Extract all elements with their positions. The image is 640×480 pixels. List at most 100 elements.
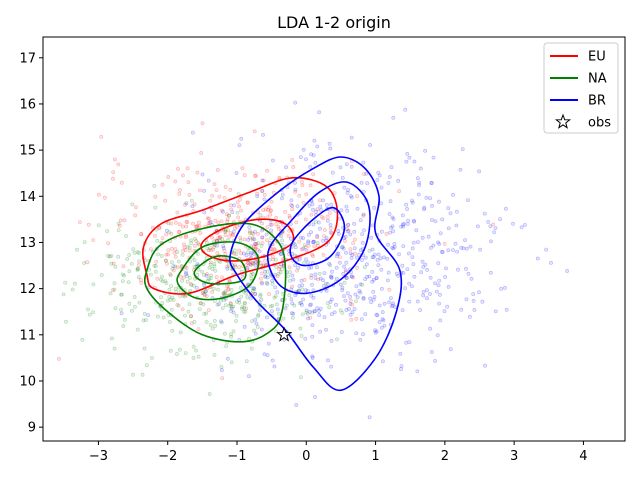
- scatter-point-na: [75, 247, 79, 252]
- scatter-point-na: [255, 325, 260, 329]
- scatter-point-br: [326, 358, 330, 363]
- scatter-point-eu: [321, 216, 326, 221]
- scatter-point-br: [270, 158, 275, 163]
- scatter-point-eu: [286, 233, 291, 238]
- scatter-point-br: [412, 159, 417, 164]
- scatter-point-na: [178, 330, 183, 335]
- scatter-point-br: [340, 245, 345, 250]
- scatter-point-br: [299, 235, 303, 240]
- scatter-point-br: [313, 160, 318, 165]
- scatter-point-na: [169, 307, 174, 312]
- scatter-point-na: [220, 306, 225, 311]
- scatter-point-br: [428, 275, 433, 280]
- scatter-point-na: [208, 246, 213, 251]
- scatter-point-br: [202, 210, 207, 215]
- scatter-point-br: [309, 293, 314, 298]
- scatter-point-na: [249, 346, 254, 351]
- scatter-point-na: [63, 280, 68, 285]
- scatter-point-na: [258, 213, 263, 218]
- scatter-point-br: [365, 274, 369, 279]
- scatter-point-br: [354, 331, 359, 336]
- scatter-point-br: [275, 290, 280, 295]
- scatter-point-br: [257, 308, 262, 313]
- scatter-point-eu: [204, 294, 209, 299]
- scatter-point-br: [283, 306, 288, 311]
- scatter-point-na: [124, 234, 128, 238]
- scatter-point-br: [386, 181, 391, 185]
- scatter-point-br: [349, 195, 354, 200]
- scatter-point-br: [400, 213, 405, 218]
- scatter-point-eu: [180, 307, 185, 312]
- scatter-point-br: [289, 297, 294, 302]
- scatter-point-br: [263, 274, 268, 279]
- scatter-point-br: [454, 209, 459, 214]
- scatter-point-na: [194, 348, 199, 353]
- scatter-point-eu: [268, 208, 273, 213]
- scatter-point-eu: [198, 231, 203, 236]
- scatter-point-br: [341, 246, 346, 251]
- scatter-point-br: [171, 264, 176, 269]
- scatter-point-br: [486, 220, 491, 224]
- scatter-point-eu: [208, 260, 213, 265]
- scatter-point-eu: [134, 205, 138, 210]
- scatter-point-na: [182, 313, 187, 318]
- scatter-point-br: [396, 178, 401, 183]
- scatter-point-br: [370, 279, 375, 284]
- scatter-point-br: [215, 243, 219, 248]
- scatter-point-br: [387, 230, 392, 235]
- scatter-point-na: [360, 282, 365, 287]
- scatter-point-na: [247, 231, 252, 235]
- scatter-point-br: [389, 304, 394, 309]
- scatter-point-br: [392, 241, 397, 246]
- scatter-point-na: [82, 240, 87, 245]
- scatter-point-br: [310, 354, 315, 359]
- scatter-point-br: [317, 313, 322, 318]
- scatter-point-eu: [264, 207, 268, 212]
- y-tick-label: 10: [19, 374, 36, 389]
- scatter-point-na: [290, 315, 295, 320]
- scatter-point-eu: [223, 185, 228, 189]
- scatter-point-br: [422, 205, 427, 210]
- scatter-point-br: [327, 261, 332, 266]
- scatter-point-br: [206, 178, 211, 183]
- scatter-point-na: [223, 228, 228, 233]
- scatter-point-na: [163, 279, 168, 284]
- scatter-point-na: [196, 354, 201, 359]
- scatter-point-br: [359, 180, 364, 185]
- scatter-point-br: [304, 157, 308, 162]
- scatter-point-br: [437, 278, 442, 283]
- scatter-point-br: [340, 176, 345, 180]
- scatter-point-eu: [192, 243, 197, 248]
- scatter-point-na: [131, 372, 135, 377]
- scatter-point-br: [372, 205, 377, 210]
- scatter-point-br: [328, 146, 333, 151]
- scatter-point-na: [210, 267, 215, 271]
- legend-label-na: NA: [588, 72, 607, 87]
- scatter-point-eu: [311, 172, 316, 177]
- scatter-point-na: [165, 298, 170, 303]
- scatter-point-na: [191, 356, 196, 360]
- scatter-point-na: [221, 291, 226, 296]
- scatter-point-na: [142, 346, 147, 351]
- scatter-point-br: [425, 296, 429, 301]
- scatter-point-br: [348, 251, 353, 256]
- scatter-point-na: [207, 277, 211, 282]
- scatter-point-br: [260, 228, 265, 233]
- scatter-point-br: [266, 341, 271, 346]
- scatter-point-eu: [157, 226, 162, 230]
- scatter-point-na: [238, 285, 243, 290]
- scatter-point-eu: [177, 222, 182, 227]
- scatter-point-eu: [269, 199, 274, 204]
- scatter-point-br: [410, 200, 415, 205]
- scatter-point-na: [135, 267, 140, 272]
- scatter-point-na: [273, 294, 278, 299]
- scatter-point-na: [251, 261, 256, 266]
- scatter-point-na: [305, 311, 310, 316]
- scatter-point-eu: [253, 292, 258, 297]
- scatter-point-na: [268, 304, 273, 309]
- scatter-point-eu: [259, 280, 264, 285]
- scatter-point-na: [173, 286, 178, 291]
- scatter-point-br: [424, 288, 429, 293]
- scatter-point-br: [354, 255, 359, 260]
- scatter-point-br: [419, 270, 424, 275]
